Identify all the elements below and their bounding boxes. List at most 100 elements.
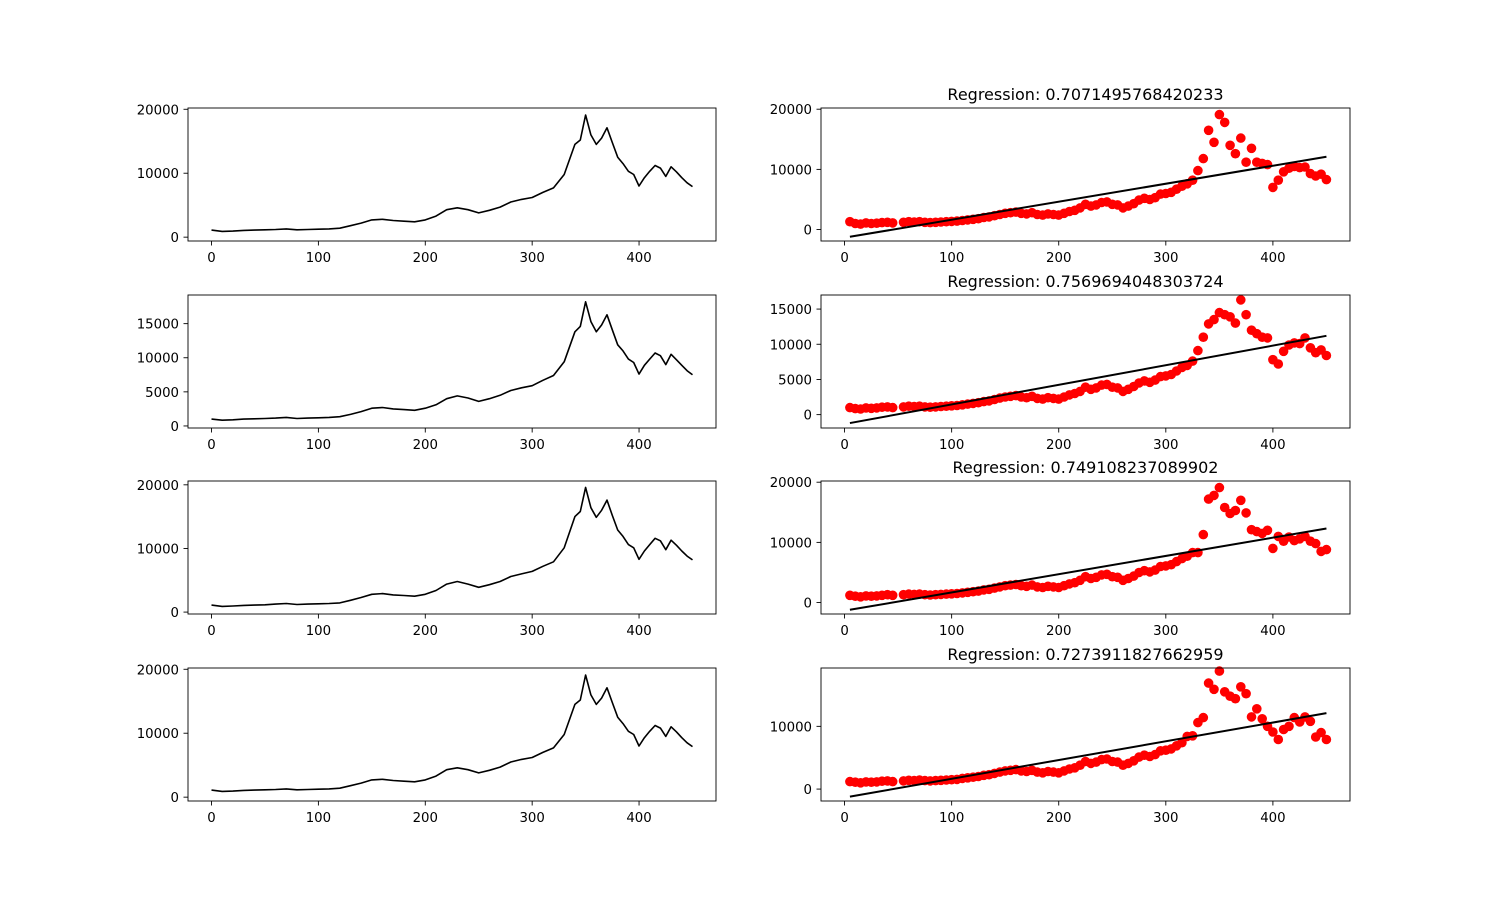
y-tick-label: 0 [171, 791, 179, 806]
y-tick-label: 10000 [770, 720, 812, 735]
y-tick-label: 10000 [770, 536, 812, 551]
y-tick-label: 20000 [770, 476, 812, 491]
scatter-point [1225, 140, 1235, 151]
subplot-title: Regression: 0.7071495768420233 [947, 85, 1223, 104]
scatter-point [1273, 359, 1284, 369]
y-tick-label: 0 [171, 231, 179, 246]
subplot-3: 0 100 200 300 400 0 5000 10000 15000 [137, 294, 717, 453]
x-tick-label: 0 [840, 438, 848, 453]
y-tick-label: 0 [804, 597, 812, 612]
scatter-point [1236, 682, 1246, 692]
x-tick-label: 400 [626, 251, 651, 266]
x-tick-label: 400 [1260, 624, 1285, 639]
x-tick-label: 400 [1260, 811, 1285, 826]
scatter-point [1273, 175, 1284, 185]
scatter-point [1321, 174, 1332, 185]
x-tick-label: 200 [413, 251, 438, 266]
series-line [211, 114, 693, 233]
x-tick-label: 200 [1046, 251, 1071, 266]
x-tick-label: 0 [207, 811, 215, 826]
scatter-point [1273, 734, 1284, 745]
subplot-4: 0 100 200 300 400 0 5000 10000 15000 Regression: … [770, 272, 1351, 453]
x-tick-label: 200 [413, 438, 438, 453]
y-tick-label: 15000 [770, 303, 812, 318]
x-tick-label: 200 [1046, 811, 1071, 826]
x-tick-label: 300 [519, 811, 544, 826]
scatter-point [1198, 529, 1209, 540]
scatter-point [1198, 332, 1209, 343]
x-tick-label: 0 [840, 811, 848, 826]
series-line [211, 300, 693, 422]
scatter-point [1203, 678, 1214, 688]
x-tick-label: 100 [939, 251, 964, 266]
x-tick-label: 400 [626, 624, 651, 639]
scatter-point [1316, 727, 1326, 738]
y-tick-label: 20000 [770, 103, 812, 118]
scatter-point [1214, 666, 1225, 676]
x-tick-label: 0 [840, 251, 848, 266]
y-tick-label: 0 [804, 783, 812, 798]
y-tick-label: 10000 [770, 163, 812, 178]
subplot-title: Regression: 0.749108237089902 [953, 458, 1219, 477]
regression-line [849, 712, 1327, 798]
scatter-point [1278, 346, 1289, 357]
x-tick-label: 100 [939, 438, 964, 453]
y-tick-label: 5000 [145, 386, 179, 401]
y-tick-label: 0 [804, 224, 812, 239]
scatter-point [1241, 157, 1251, 167]
x-tick-label: 200 [1046, 624, 1071, 639]
subplot-5: 0 100 200 300 400 0 10000 20000 [137, 479, 717, 639]
x-tick-label: 100 [306, 251, 331, 266]
subplot-8: 0 100 200 300 400 0 10000 Regression: 0.7273911… [770, 645, 1351, 826]
x-tick-label: 300 [1153, 811, 1178, 826]
x-tick-label: 300 [1153, 438, 1178, 453]
axes-frame [820, 294, 1351, 429]
scatter-point [1203, 125, 1214, 136]
scatter-point [1225, 312, 1235, 322]
x-tick-label: 0 [207, 624, 215, 639]
subplot-title: Regression: 0.7569694048303724 [947, 272, 1223, 291]
x-tick-label: 300 [1153, 251, 1178, 266]
scatter-point [1193, 165, 1203, 176]
x-tick-label: 200 [413, 811, 438, 826]
subplot-6: 0 100 200 300 400 0 10000 20000 Regression: 0.74… [770, 458, 1351, 639]
scatter-point [1219, 117, 1230, 128]
y-tick-label: 15000 [137, 318, 179, 333]
scatter-point [887, 776, 898, 787]
scatter-point [1262, 333, 1273, 343]
subplot-7: 0 100 200 300 400 0 10000 20000 [137, 663, 717, 826]
y-tick-label: 10000 [770, 338, 812, 353]
scatter-point [1198, 153, 1209, 164]
x-tick-label: 300 [519, 624, 544, 639]
subplot-1: 0 100 200 300 400 0 10000 20000 [137, 103, 717, 266]
scatter-point [1241, 688, 1251, 699]
x-tick-label: 100 [939, 624, 964, 639]
scatter-point [1321, 350, 1332, 361]
scatter-point [1300, 162, 1310, 172]
x-tick-label: 400 [626, 811, 651, 826]
scatter-point [1321, 734, 1332, 745]
scatter-point [1236, 495, 1246, 506]
y-tick-label: 10000 [137, 352, 179, 367]
regression-line [849, 527, 1327, 611]
x-tick-label: 0 [207, 438, 215, 453]
x-tick-label: 100 [306, 438, 331, 453]
y-tick-label: 0 [804, 409, 812, 424]
scatter-point [1268, 727, 1278, 737]
scatter-point [1268, 182, 1278, 193]
x-tick-label: 200 [413, 624, 438, 639]
scatter-point [1214, 482, 1225, 493]
scatter-point [1246, 143, 1257, 154]
scatter-point [1177, 737, 1187, 748]
subplot-2: 0 100 200 300 400 0 10000 20000 Regression: 0.70… [770, 85, 1351, 266]
scatter-point [1230, 318, 1241, 328]
scatter-point [1236, 133, 1246, 143]
regression-line [849, 334, 1327, 425]
scatter-point [1284, 721, 1294, 732]
x-tick-label: 400 [1260, 438, 1285, 453]
scatter-point [1209, 490, 1219, 501]
x-tick-label: 0 [207, 251, 215, 266]
scatter-point [887, 590, 898, 601]
series-line [211, 674, 693, 793]
